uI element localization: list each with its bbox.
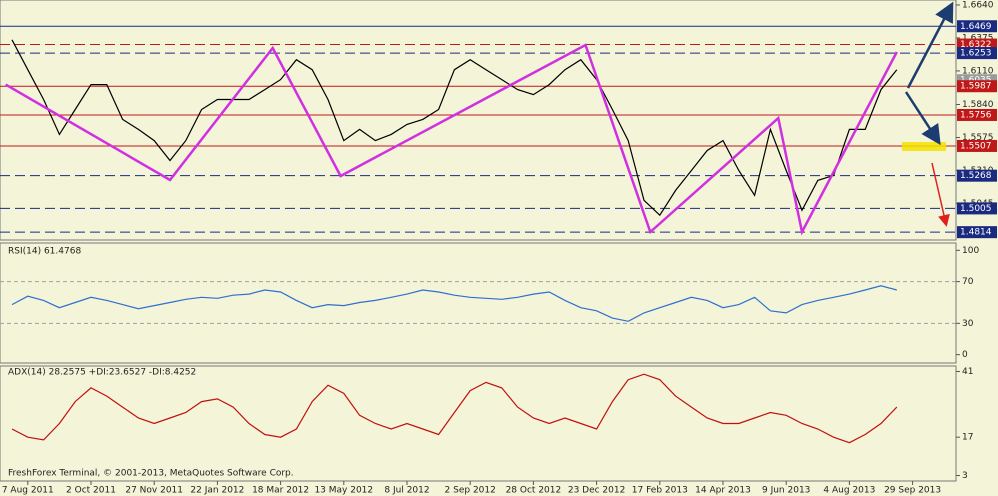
x-tick-label: 17 Feb 2013 [632,486,688,496]
series-line [11,285,897,322]
x-tick-label: 9 Jun 2013 [762,486,810,496]
x-tick-label: 28 Oct 2012 [506,486,562,496]
level-box [957,47,997,60]
level-label: 1.6253 [960,49,992,59]
level-box [957,202,997,215]
level-box [957,139,997,152]
y-tick-label: 1.6640 [962,0,994,10]
y-tick-label: 17 [962,433,973,443]
y-tick-label: 1.5575 [962,133,994,143]
level-box [957,20,997,33]
level-box [957,80,997,93]
arrow-red [931,162,950,227]
footer: FreshForex Terminal, © 2001-2013, MetaQu… [8,469,294,479]
arrow-down [904,91,941,146]
x-tick-label: 13 May 2012 [314,486,373,496]
series-line [11,39,898,217]
zigzag [5,43,898,236]
x-tick-label: 27 Nov 2011 [125,486,183,496]
level-label: 1.6469 [960,22,992,32]
rsi-label: RSI(14) 61.4768 [8,247,81,257]
x-tick-label: 4 Aug 2013 [823,486,875,496]
x-tick-label: 8 Jul 2012 [384,486,429,496]
series-line [11,373,898,444]
level-label: 1.5268 [960,171,992,181]
x-tick-label: 14 Apr 2013 [695,486,751,496]
arrow-up [906,1,954,89]
y-tick-label: 100 [962,246,979,256]
y-tick-label: 70 [962,277,974,287]
y-tick-label: 1.5840 [962,100,994,110]
x-tick-label: 2 Oct 2011 [66,486,116,496]
y-tick-label: 0 [962,350,968,360]
adx-panel [0,365,957,482]
level-label: 1.4814 [960,228,992,238]
adx-label: ADX(14) 28.2575 +DI:23.6527 -DI:8.4252 [8,368,196,378]
y-tick-label: 1.6110 [962,66,994,76]
x-tick-label: 18 Mar 2012 [252,486,309,496]
level-label: 1.6322 [960,40,992,50]
level-box [957,108,997,121]
y-tick-label: 1.6375 [962,33,994,43]
x-tick-label: 23 Dec 2012 [568,486,626,496]
x-tick-label: 29 Sep 2013 [884,486,941,496]
level-label: 1.5507 [960,141,992,151]
rsi-panel [0,242,957,364]
level-box [957,226,997,239]
x-tick-label: 2 Sep 2012 [445,486,496,496]
y-tick-label: 30 [962,319,974,329]
level-label: 1.5005 [960,204,992,214]
y-tick-label: 41 [962,367,973,377]
x-tick-label: 22 Jan 2012 [190,486,244,496]
level-label: 1.5756 [960,110,992,120]
level-box [957,169,997,182]
x-tick-label: 7 Aug 2011 [2,486,54,496]
highlight [902,142,946,151]
price-panel [0,0,957,241]
level-label: 1.5987 [960,82,992,92]
y-tick-label: 3 [962,471,968,481]
